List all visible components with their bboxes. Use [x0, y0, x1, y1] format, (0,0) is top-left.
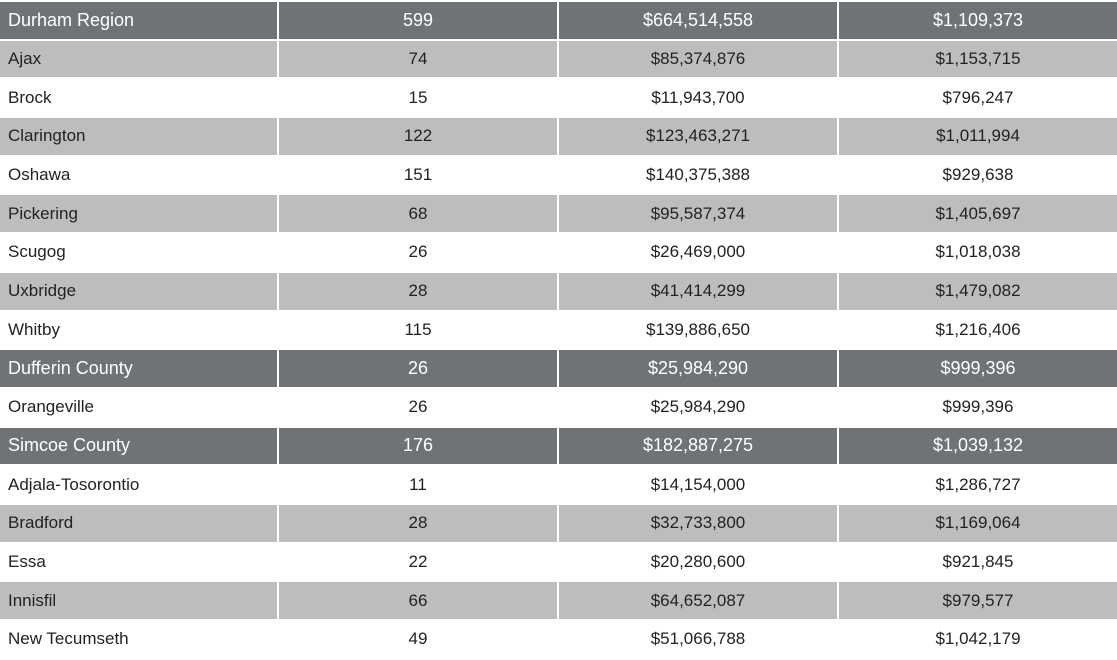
- table-cell: $999,396: [839, 350, 1117, 387]
- table-row: New Tecumseth 49 $51,066,788 $1,042,179: [0, 621, 1117, 658]
- table-row: Innisfil 66 $64,652,087 $979,577: [0, 582, 1117, 619]
- table-row: Whitby 115 $139,886,650 $1,216,406: [0, 311, 1117, 349]
- table-cell: $664,514,558: [559, 2, 837, 39]
- table-row: Essa 22 $20,280,600 $921,845: [0, 543, 1117, 581]
- table-cell: 11: [279, 466, 557, 503]
- table-cell: $1,042,179: [839, 621, 1117, 658]
- table-row: Adjala-Tosorontio 11 $14,154,000 $1,286,727: [0, 466, 1117, 503]
- table-cell: Ajax: [0, 40, 277, 78]
- table-cell: $26,469,000: [559, 234, 837, 271]
- table-cell: $1,169,064: [839, 504, 1117, 542]
- table-cell: 68: [279, 195, 557, 233]
- table-cell: New Tecumseth: [0, 621, 277, 658]
- table-cell: $1,109,373: [839, 2, 1117, 39]
- table-cell: $140,375,388: [559, 156, 837, 194]
- table-cell: $1,153,715: [839, 40, 1117, 78]
- table-cell: Durham Region: [0, 2, 277, 39]
- table-cell: 26: [279, 388, 557, 426]
- table-cell: Oshawa: [0, 156, 277, 194]
- table-cell: Uxbridge: [0, 272, 277, 310]
- table-cell: Pickering: [0, 195, 277, 233]
- table-cell: 115: [279, 311, 557, 349]
- table-cell: 49: [279, 621, 557, 658]
- table-row: Uxbridge 28 $41,414,299 $1,479,082: [0, 272, 1117, 310]
- region-row: Dufferin County 26 $25,984,290 $999,396: [0, 350, 1117, 387]
- table-cell: $139,886,650: [559, 311, 837, 349]
- table-cell: Orangeville: [0, 388, 277, 426]
- table-cell: Brock: [0, 79, 277, 117]
- table-cell: $51,066,788: [559, 621, 837, 658]
- region-row: Durham Region 599 $664,514,558 $1,109,373: [0, 2, 1117, 39]
- region-row: Simcoe County 176 $182,887,275 $1,039,132: [0, 427, 1117, 465]
- table-cell: 66: [279, 582, 557, 619]
- table-cell: $41,414,299: [559, 272, 837, 310]
- table-cell: Essa: [0, 543, 277, 581]
- table-cell: 22: [279, 543, 557, 581]
- table-row: Ajax 74 $85,374,876 $1,153,715: [0, 40, 1117, 78]
- table-row: Orangeville 26 $25,984,290 $999,396: [0, 388, 1117, 426]
- table-cell: Whitby: [0, 311, 277, 349]
- table-cell: Simcoe County: [0, 427, 277, 465]
- table-cell: 26: [279, 350, 557, 387]
- table-cell: Bradford: [0, 504, 277, 542]
- table-cell: $999,396: [839, 388, 1117, 426]
- table-cell: 176: [279, 427, 557, 465]
- table-cell: $1,216,406: [839, 311, 1117, 349]
- table-cell: $25,984,290: [559, 350, 837, 387]
- table-cell: $796,247: [839, 79, 1117, 117]
- table-cell: 28: [279, 272, 557, 310]
- table-row: Oshawa 151 $140,375,388 $929,638: [0, 156, 1117, 194]
- table-cell: $64,652,087: [559, 582, 837, 619]
- table-cell: 28: [279, 504, 557, 542]
- table-cell: 151: [279, 156, 557, 194]
- table-cell: $1,018,038: [839, 234, 1117, 271]
- table-row: Bradford 28 $32,733,800 $1,169,064: [0, 504, 1117, 542]
- table-cell: $1,479,082: [839, 272, 1117, 310]
- table-cell: $11,943,700: [559, 79, 837, 117]
- table-cell: $921,845: [839, 543, 1117, 581]
- table-row: Brock 15 $11,943,700 $796,247: [0, 79, 1117, 117]
- table-cell: $182,887,275: [559, 427, 837, 465]
- table-cell: 26: [279, 234, 557, 271]
- table-cell: 599: [279, 2, 557, 39]
- table-cell: $1,286,727: [839, 466, 1117, 503]
- table-cell: $95,587,374: [559, 195, 837, 233]
- table-cell: 74: [279, 40, 557, 78]
- table-cell: $1,011,994: [839, 118, 1117, 155]
- table-cell: Scugog: [0, 234, 277, 271]
- table-cell: $32,733,800: [559, 504, 837, 542]
- table-cell: 15: [279, 79, 557, 117]
- table-row: Clarington 122 $123,463,271 $1,011,994: [0, 118, 1117, 155]
- table-cell: $929,638: [839, 156, 1117, 194]
- table-cell: $1,039,132: [839, 427, 1117, 465]
- table-cell: Adjala-Tosorontio: [0, 466, 277, 503]
- table-cell: $25,984,290: [559, 388, 837, 426]
- table-cell: $123,463,271: [559, 118, 837, 155]
- table-cell: Innisfil: [0, 582, 277, 619]
- table-cell: $85,374,876: [559, 40, 837, 78]
- table-cell: $1,405,697: [839, 195, 1117, 233]
- table-row: Pickering 68 $95,587,374 $1,405,697: [0, 195, 1117, 233]
- table-cell: $20,280,600: [559, 543, 837, 581]
- table-cell: Dufferin County: [0, 350, 277, 387]
- table-cell: $979,577: [839, 582, 1117, 619]
- table-row: Scugog 26 $26,469,000 $1,018,038: [0, 234, 1117, 271]
- table-cell: Clarington: [0, 118, 277, 155]
- table-cell: $14,154,000: [559, 466, 837, 503]
- table-cell: 122: [279, 118, 557, 155]
